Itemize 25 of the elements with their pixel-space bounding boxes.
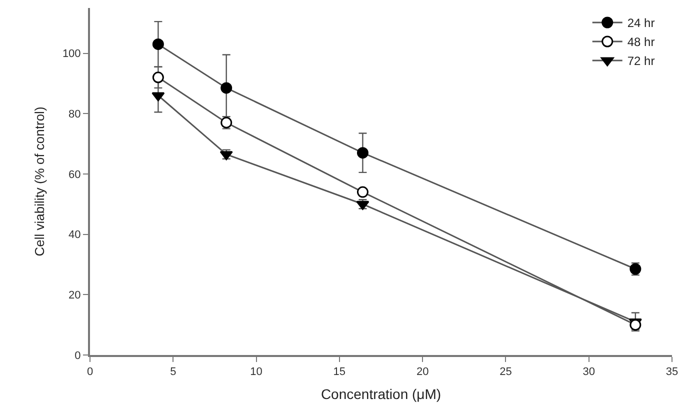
legend-label: 72 hr (627, 54, 655, 68)
x-tick-label: 15 (333, 366, 346, 378)
x-tick-label: 10 (250, 366, 262, 378)
x-tick-label: 5 (170, 366, 176, 378)
legend-label: 48 hr (627, 35, 655, 50)
point (152, 72, 164, 84)
point (152, 92, 165, 102)
point (356, 147, 368, 159)
y-tick-label: 60 (68, 168, 81, 181)
y-tick-label: 0 (74, 350, 81, 362)
point (356, 186, 368, 198)
y-tick-label: 40 (68, 229, 81, 242)
x-tick-label: 30 (582, 366, 595, 378)
x-tick-label: 0 (86, 366, 94, 378)
legend-label: 24 hr (627, 16, 655, 30)
y-tick-label: 100 (62, 48, 81, 60)
x-tick-label: 25 (500, 366, 512, 378)
x-tick-label: 20 (416, 366, 429, 378)
point (220, 82, 232, 94)
y-tick-label: 20 (68, 290, 81, 302)
x-tick-label: 35 (666, 366, 678, 378)
point (152, 38, 164, 50)
y-tick-label: 80 (68, 108, 81, 120)
y-axis-title: Cell viability (% of control) (32, 106, 47, 256)
x-axis-title: Concentration (μM) (320, 386, 442, 402)
